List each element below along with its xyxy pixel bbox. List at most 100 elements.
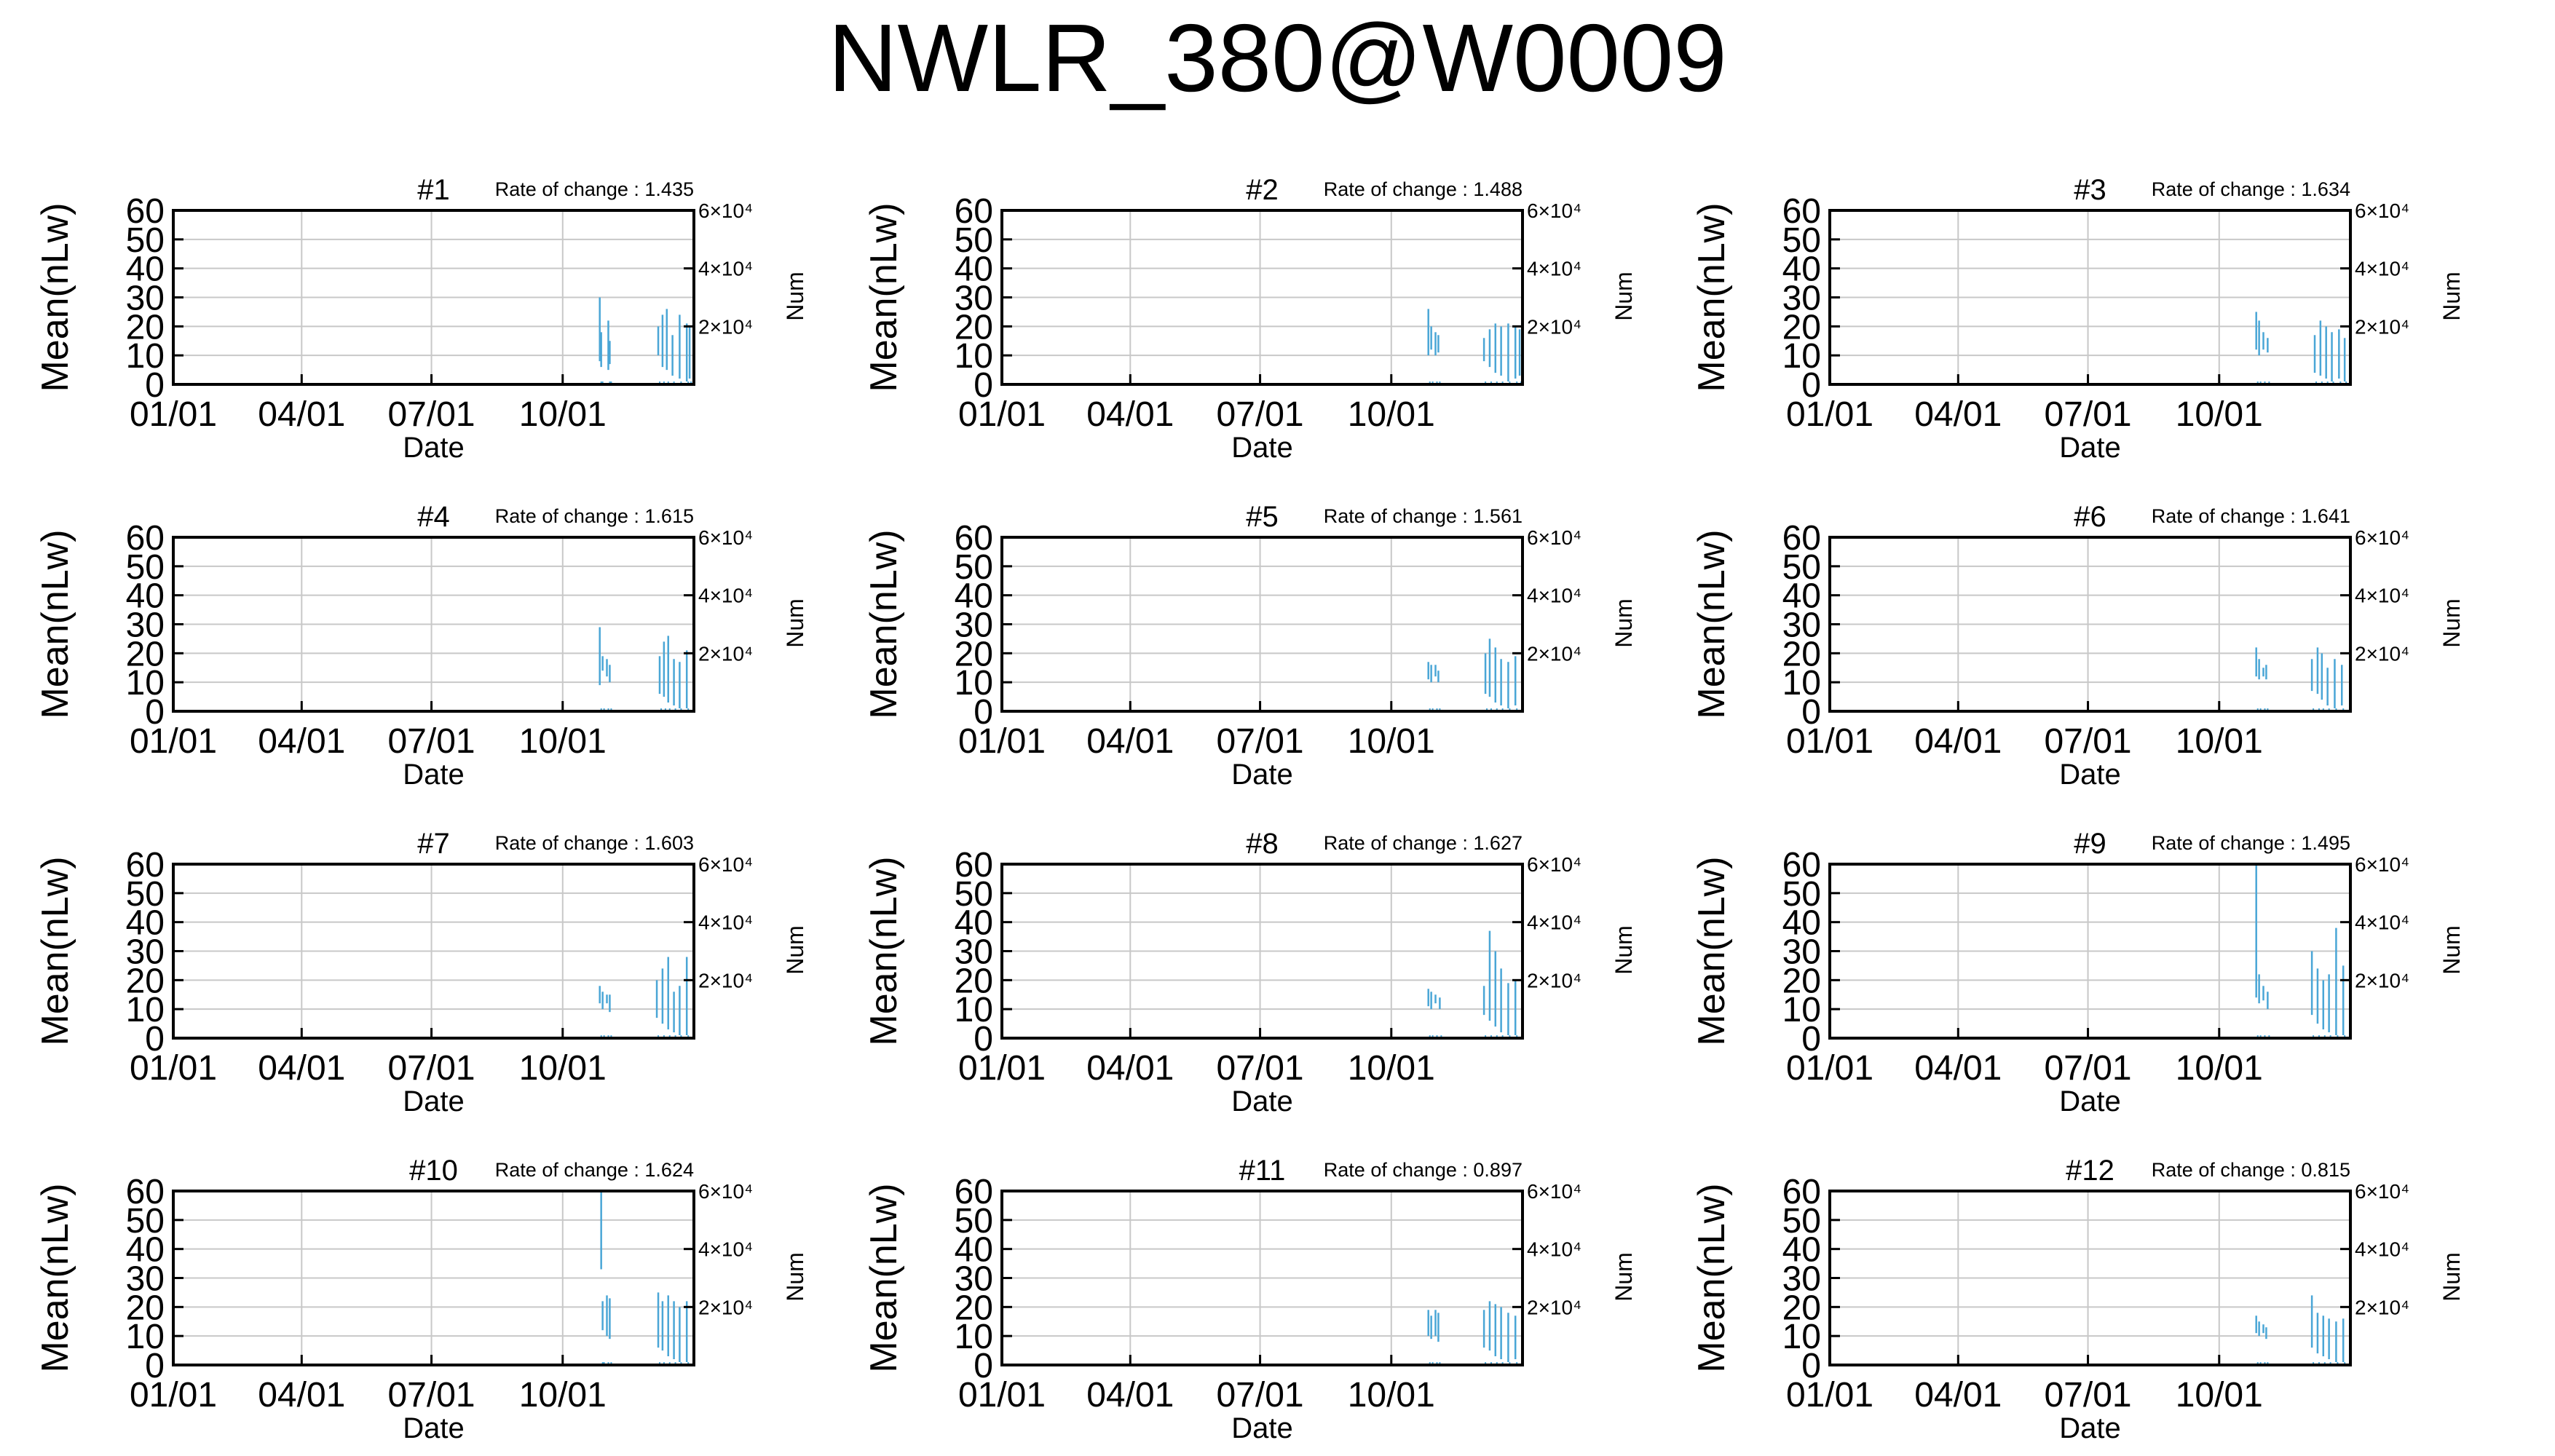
- panel-12-ylabel: Mean(nLw): [1691, 1183, 1733, 1372]
- panel-5-xlabel: Date: [1231, 759, 1293, 791]
- panel-3-y2tick-label: 2×10⁴: [2355, 315, 2409, 338]
- panel-7-y2tick-label: 6×10⁴: [698, 853, 753, 876]
- figure-title: NWLR_380@W0009: [828, 4, 1727, 111]
- panel-10-xtick-label: 04/01: [258, 1376, 345, 1415]
- panel-2-y2label: Num: [1611, 272, 1637, 321]
- panel-8-y2tick-label: 6×10⁴: [1527, 853, 1581, 876]
- panel-8-ytick-label: 60: [955, 846, 993, 885]
- panel-1-ytick-label: 40: [126, 250, 165, 289]
- panel-7-xtick-label: 01/01: [130, 1049, 217, 1088]
- panel-11-xtick-label: 07/01: [1216, 1376, 1303, 1415]
- panel-10-ytick-label: 0: [145, 1347, 165, 1385]
- panel-12-xtick-label: 01/01: [1786, 1376, 1873, 1415]
- panel-1-ylabel: Mean(nLw): [34, 202, 76, 392]
- panel-6-ytick-label: 0: [1801, 693, 1821, 732]
- panel-1-y2tick-label: 4×10⁴: [698, 258, 753, 280]
- panel-10-ylabel: Mean(nLw): [34, 1183, 76, 1372]
- panel-7-ytick-label: 10: [126, 991, 165, 1029]
- panel-3-ytick-label: 30: [1782, 280, 1821, 318]
- panel-8-ytick-label: 10: [955, 991, 993, 1029]
- panel-5-xtick-label: 07/01: [1216, 722, 1303, 761]
- panel-11-ytick-label: 30: [955, 1260, 993, 1299]
- panel-12-y2tick-label: 4×10⁴: [2355, 1238, 2409, 1261]
- panel-5-ytick-label: 50: [955, 548, 993, 587]
- panel-3-y2tick-label: 4×10⁴: [2355, 258, 2409, 280]
- panel-10-y2tick-label: 2×10⁴: [698, 1296, 753, 1318]
- panel-6-ytick-label: 50: [1782, 548, 1821, 587]
- panel-1-rate-of-change: Rate of change : 1.435: [495, 178, 694, 200]
- panel-3-ytick-label: 20: [1782, 308, 1821, 347]
- panel-8-xlabel: Date: [1231, 1085, 1293, 1117]
- panel-3-ytick-label: 50: [1782, 221, 1821, 260]
- panel-12-rate-of-change: Rate of change : 0.815: [2152, 1159, 2350, 1181]
- panel-2-xtick-label: 04/01: [1086, 395, 1174, 434]
- panel-9-ytick-label: 20: [1782, 962, 1821, 1000]
- panel-11-y2label: Num: [1611, 1252, 1637, 1302]
- panel-2-ytick-label: 20: [955, 308, 993, 347]
- panel-6-xtick-label: 01/01: [1786, 722, 1873, 761]
- panel-9-y2tick-label: 2×10⁴: [2355, 969, 2409, 992]
- panel-9-y2tick-label: 6×10⁴: [2355, 853, 2409, 876]
- panel-10-ytick-label: 60: [126, 1173, 165, 1211]
- panel-6-y2label: Num: [2438, 598, 2465, 648]
- panel-4-ytick-label: 50: [126, 548, 165, 587]
- panel-2-ytick-label: 40: [955, 250, 993, 289]
- panel-10-title: #10: [409, 1155, 458, 1187]
- panel-10-y2label: Num: [782, 1252, 808, 1302]
- panel-1-xtick-label: 07/01: [387, 395, 475, 434]
- panel-5-ytick-label: 10: [955, 664, 993, 703]
- panel-11-ytick-label: 10: [955, 1318, 993, 1356]
- panel-7-xtick-label: 04/01: [258, 1049, 345, 1088]
- panel-7-ytick-label: 40: [126, 904, 165, 943]
- panel-1-ytick-label: 20: [126, 308, 165, 347]
- panel-12-ytick-label: 50: [1782, 1202, 1821, 1241]
- panel-4-ytick-label: 20: [126, 635, 165, 673]
- panel-11-ytick-label: 0: [974, 1347, 993, 1385]
- panel-6-ytick-label: 40: [1782, 577, 1821, 616]
- panel-6-ytick-label: 10: [1782, 664, 1821, 703]
- panel-9-y2label: Num: [2438, 925, 2465, 975]
- panel-4-ytick-label: 10: [126, 664, 165, 703]
- panel-4-xtick-label: 07/01: [387, 722, 475, 761]
- panel-1-xlabel: Date: [403, 432, 465, 464]
- panel-8-y2tick-label: 2×10⁴: [1527, 969, 1581, 992]
- panel-11-ylabel: Mean(nLw): [863, 1183, 905, 1372]
- panel-3-ylabel: Mean(nLw): [1691, 202, 1733, 392]
- panel-4-y2tick-label: 6×10⁴: [698, 526, 753, 549]
- panel-5-ytick-label: 0: [974, 693, 993, 732]
- panel-9-ytick-label: 0: [1801, 1020, 1821, 1059]
- panel-5-ytick-label: 40: [955, 577, 993, 616]
- panel-6-xtick-label: 10/01: [2176, 722, 2263, 761]
- panel-12-ytick-label: 40: [1782, 1231, 1821, 1270]
- panel-5-ytick-label: 60: [955, 519, 993, 558]
- panel-11-ytick-label: 20: [955, 1289, 993, 1327]
- panel-4-title: #4: [417, 501, 450, 533]
- panel-10-xlabel: Date: [403, 1412, 465, 1444]
- panel-3-ytick-label: 0: [1801, 366, 1821, 405]
- panel-6-ylabel: Mean(nLw): [1691, 529, 1733, 719]
- panel-2-title: #2: [1246, 174, 1279, 206]
- panel-4-ytick-label: 40: [126, 577, 165, 616]
- panel-12-xtick-label: 07/01: [2044, 1376, 2131, 1415]
- panel-8-ytick-label: 0: [974, 1020, 993, 1059]
- panel-11-rate-of-change: Rate of change : 0.897: [1324, 1159, 1523, 1181]
- panel-4-y2tick-label: 4×10⁴: [698, 585, 753, 607]
- panel-7-rate-of-change: Rate of change : 1.603: [495, 832, 694, 854]
- panel-8-y2tick-label: 4×10⁴: [1527, 911, 1581, 934]
- panel-11-ytick-label: 50: [955, 1202, 993, 1241]
- panel-6-title: #6: [2074, 501, 2106, 533]
- panel-1-ytick-label: 30: [126, 280, 165, 318]
- panel-3-title: #3: [2074, 174, 2106, 206]
- panel-1-ytick-label: 10: [126, 337, 165, 376]
- panel-9-xtick-label: 10/01: [2176, 1049, 2263, 1088]
- panel-6-y2tick-label: 2×10⁴: [2355, 642, 2409, 665]
- panel-7-ylabel: Mean(nLw): [34, 856, 76, 1045]
- panel-7-xtick-label: 10/01: [519, 1049, 607, 1088]
- panel-9-ytick-label: 50: [1782, 875, 1821, 914]
- panel-1-y2label: Num: [782, 272, 808, 321]
- panel-4-xtick-label: 10/01: [519, 722, 607, 761]
- panel-7-ytick-label: 30: [126, 933, 165, 972]
- panel-8-ytick-label: 40: [955, 904, 993, 943]
- panel-9-rate-of-change: Rate of change : 1.495: [2152, 832, 2350, 854]
